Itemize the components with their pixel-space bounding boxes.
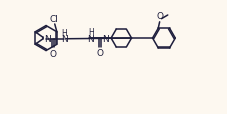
Text: N: N <box>61 35 68 44</box>
Text: N: N <box>87 34 94 43</box>
Text: H: H <box>62 29 67 38</box>
Text: N: N <box>44 35 51 44</box>
Text: N: N <box>102 34 109 43</box>
Text: H: H <box>88 28 94 37</box>
Text: O: O <box>157 12 164 21</box>
Text: Cl: Cl <box>49 15 59 24</box>
Text: O: O <box>49 50 56 58</box>
Text: O: O <box>96 49 104 58</box>
